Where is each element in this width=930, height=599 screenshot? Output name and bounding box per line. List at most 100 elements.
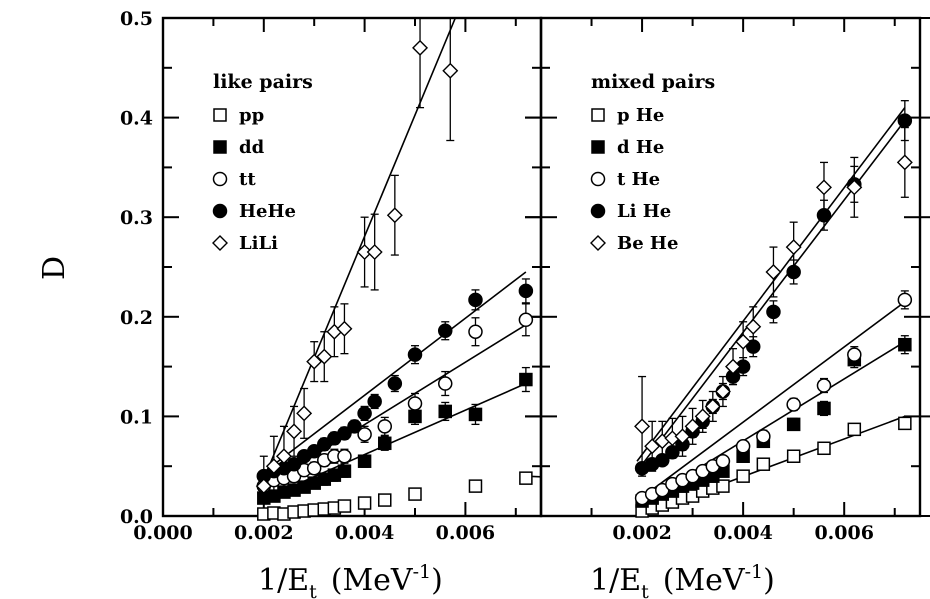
data-point-left-2 <box>437 376 453 391</box>
data-point-left-2 <box>468 324 483 339</box>
data-point-left-1 <box>438 404 452 419</box>
data-point-left-0 <box>337 499 352 513</box>
data-point-left-4 <box>296 405 313 422</box>
y-tick-label: 0.2 <box>120 307 153 329</box>
data-point-left-0 <box>357 496 372 510</box>
data-point-left-3 <box>407 347 423 362</box>
fit-line-right-4 <box>636 107 906 462</box>
data-point-right-3 <box>897 113 913 128</box>
data-point-right-3 <box>786 264 801 280</box>
data-point-left-0 <box>408 487 422 501</box>
y-tick-label: 0.0 <box>120 506 153 528</box>
data-point-left-2 <box>306 460 322 476</box>
data-point-left-4 <box>275 448 292 465</box>
data-point-left-4 <box>336 320 353 337</box>
legend-label-left-2: tt <box>239 169 256 190</box>
legend-label-left-3: HeHe <box>239 201 296 222</box>
data-point-right-2 <box>715 453 731 469</box>
legend-marker-left-1 <box>213 140 227 154</box>
x-axis-title-left: 1/Et (MeV-1) <box>258 561 443 599</box>
data-point-left-4 <box>366 244 383 261</box>
data-point-left-4 <box>306 353 323 370</box>
x-tick-label-left: 0.002 <box>234 522 294 544</box>
data-point-right-0 <box>786 449 801 463</box>
data-point-left-3 <box>357 406 372 421</box>
data-point-right-0 <box>756 457 771 471</box>
data-point-right-2 <box>735 439 751 454</box>
data-point-left-0 <box>378 493 392 507</box>
data-point-left-1 <box>337 464 352 478</box>
y-axis-title: D <box>37 256 72 280</box>
data-point-right-0 <box>736 469 750 483</box>
data-point-left-4 <box>255 478 272 495</box>
y-tick-label: 0.1 <box>120 406 153 428</box>
data-point-right-3 <box>816 207 832 223</box>
x-axis-title-left-unit: (MeV <box>331 563 414 598</box>
data-point-left-4 <box>265 458 282 475</box>
fit-line-left-4 <box>258 18 457 492</box>
x-axis-title-right-unit: (MeV <box>663 563 746 598</box>
data-point-right-0 <box>716 479 730 493</box>
x-axis-title-left-exp: -1 <box>413 561 432 583</box>
data-point-left-3 <box>518 283 534 299</box>
x-axis-title-left-close: ) <box>431 563 443 598</box>
data-point-right-1 <box>898 337 912 352</box>
x-axis-title-right-sub: t <box>641 581 649 599</box>
data-point-right-0 <box>817 441 831 456</box>
data-point-left-1 <box>357 454 372 468</box>
y-tick-label: 0.3 <box>120 207 153 229</box>
legend-label-left-0: pp <box>239 105 264 126</box>
legend-title-right: mixed pairs <box>591 71 715 93</box>
y-tick-label: 0.4 <box>120 108 153 130</box>
data-point-left-2 <box>407 396 423 411</box>
data-point-left-1 <box>378 436 392 451</box>
data-point-right-4 <box>745 318 762 335</box>
x-axis-title-right: 1/Et (MeV-1) <box>590 561 775 599</box>
legend-marker-right-4 <box>590 235 606 251</box>
legend-label-right-2: t He <box>617 169 660 190</box>
x-axis-title-right-main: 1/E <box>590 563 641 598</box>
data-point-right-1 <box>786 417 801 432</box>
legend-label-left-4: LiLi <box>239 233 278 254</box>
data-point-right-4 <box>815 179 832 196</box>
data-point-left-4 <box>412 39 429 56</box>
legend-label-right-1: d He <box>617 137 664 158</box>
data-point-right-4 <box>725 358 742 375</box>
legend-marker-left-3 <box>212 203 228 219</box>
data-point-right-4 <box>846 179 863 196</box>
data-point-right-4 <box>694 408 711 425</box>
legend-label-left-1: dd <box>239 137 265 158</box>
data-point-left-1 <box>468 407 483 422</box>
data-point-right-4 <box>644 438 661 455</box>
data-point-left-2 <box>518 312 534 328</box>
x-axis-title-left-main: 1/E <box>258 563 309 598</box>
legend-marker-right-0 <box>591 108 605 122</box>
x-tick-label-left: 0.006 <box>436 522 496 544</box>
y-tick-label: 0.5 <box>120 8 153 30</box>
fit-line-left-3 <box>258 271 527 477</box>
data-point-left-1 <box>408 409 422 424</box>
data-point-left-2 <box>337 448 352 464</box>
data-point-right-4 <box>634 418 651 435</box>
data-point-right-4 <box>765 263 782 280</box>
data-point-left-3 <box>347 419 362 434</box>
data-point-left-3 <box>286 456 302 472</box>
fit-line-right-3 <box>636 120 906 472</box>
legend-label-right-4: Be He <box>617 233 678 254</box>
data-point-right-2 <box>756 429 771 444</box>
x-tick-label-left: 0.000 <box>133 522 193 544</box>
legend-marker-left-4 <box>212 235 228 251</box>
legend-marker-right-1 <box>591 140 605 154</box>
data-point-left-4 <box>286 423 303 440</box>
legend-label-right-3: Li He <box>617 201 671 222</box>
legend-label-right-0: p He <box>617 105 664 126</box>
x-axis-title-right-close: ) <box>763 563 775 598</box>
data-point-right-2 <box>897 292 913 308</box>
x-tick-label-right: 0.002 <box>612 522 672 544</box>
legend-title-left: like pairs <box>213 71 313 93</box>
data-point-right-1 <box>817 401 831 416</box>
data-point-right-4 <box>674 428 691 445</box>
data-point-right-2 <box>816 378 832 393</box>
data-point-left-0 <box>468 479 483 493</box>
